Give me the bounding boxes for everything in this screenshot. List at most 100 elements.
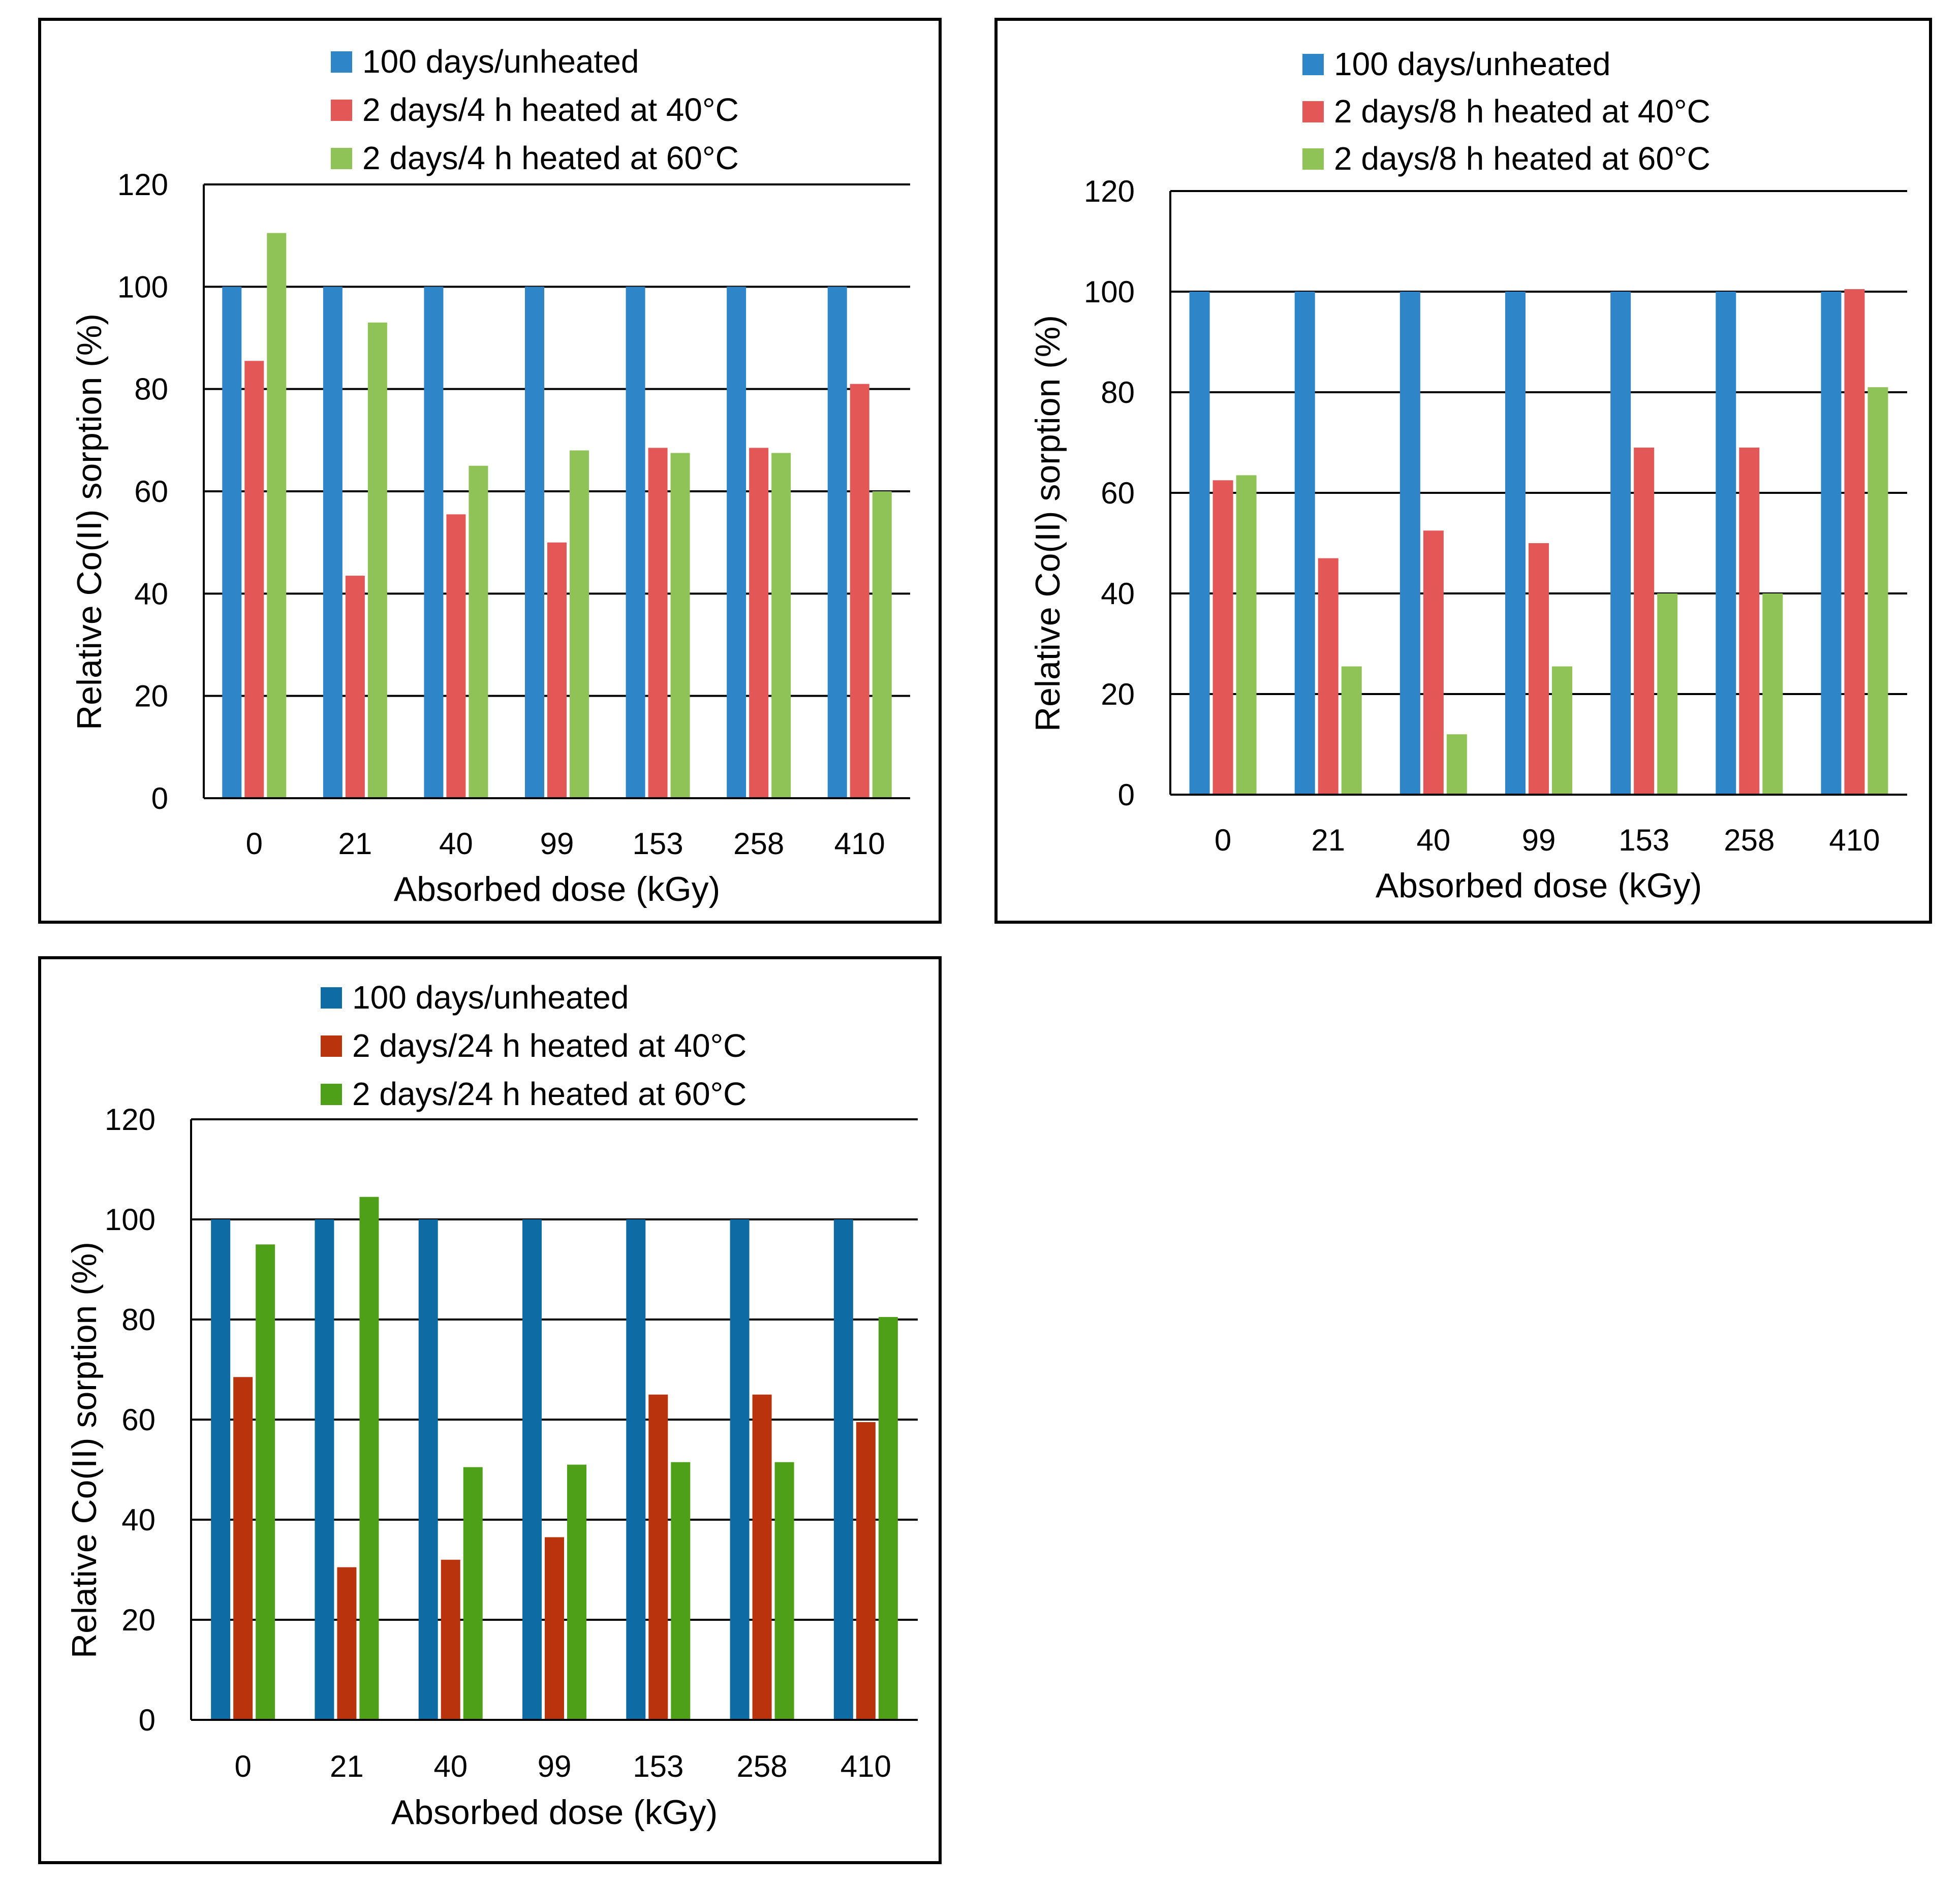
y-axis-title: Relative Co(II) sorption (%) <box>65 1242 104 1658</box>
x-tick-label: 258 <box>737 1749 788 1783</box>
x-tick-label: 40 <box>439 827 473 861</box>
bar-2-258 <box>752 1394 772 1720</box>
legend-label: 100 days/unheated <box>1334 46 1610 82</box>
x-tick-label: 153 <box>633 1749 683 1783</box>
legend-swatch <box>321 987 342 1009</box>
bar-3-258 <box>1762 593 1783 795</box>
bar-1-410 <box>1821 292 1842 795</box>
bar-3-99 <box>1552 666 1572 795</box>
x-tick-label: 0 <box>246 827 263 861</box>
x-tick-label: 153 <box>633 827 683 861</box>
bar-3-153 <box>670 453 690 798</box>
bar-2-40 <box>446 514 466 798</box>
bar-2-0 <box>233 1377 253 1720</box>
x-tick-label: 410 <box>1829 823 1880 857</box>
bar-2-0 <box>244 361 264 798</box>
bar-3-40 <box>463 1467 483 1720</box>
bar-2-99 <box>547 542 567 798</box>
x-tick-label: 410 <box>841 1749 891 1783</box>
x-tick-label: 0 <box>1215 823 1231 857</box>
bar-3-0 <box>256 1244 275 1720</box>
legend-label: 100 days/unheated <box>352 979 629 1016</box>
bar-2-40 <box>441 1559 460 1720</box>
y-tick-label: 100 <box>117 270 168 304</box>
x-tick-label: 21 <box>1311 823 1345 857</box>
x-tick-label: 153 <box>1619 823 1669 857</box>
y-tick-label: 100 <box>105 1203 155 1237</box>
bar-2-21 <box>1318 558 1339 795</box>
y-tick-label: 0 <box>139 1703 155 1737</box>
bar-1-153 <box>1610 292 1631 795</box>
legend-swatch <box>331 148 352 169</box>
y-tick-label: 0 <box>151 781 168 815</box>
bar-3-410 <box>1868 387 1888 795</box>
legend-swatch <box>1302 54 1324 75</box>
x-tick-label: 21 <box>330 1749 364 1783</box>
bar-2-153 <box>648 1394 668 1720</box>
bar-1-0 <box>1189 292 1210 795</box>
bar-1-99 <box>1505 292 1526 795</box>
bar-2-153 <box>648 448 668 798</box>
chart-panel-1: 0 20 40 60 80 100 120 0 21 40 99 153 258 410 Absorbed … <box>38 18 942 924</box>
bar-2-410 <box>850 384 869 798</box>
bar-1-21 <box>323 287 343 798</box>
bar-1-410 <box>827 287 847 798</box>
bar-1-258 <box>727 287 746 798</box>
chart-panel-3: 0 20 40 60 80 100 120 0 21 40 99 153 258 410 Absorbed … <box>38 956 942 1864</box>
y-tick-label: 60 <box>121 1403 155 1437</box>
x-axis-title: Absorbed dose (kGy) <box>1376 866 1702 905</box>
y-tick-label: 100 <box>1084 275 1135 309</box>
chart-3-svg: 0 20 40 60 80 100 120 0 21 40 99 153 258 410 Absorbed … <box>65 979 918 1832</box>
bar-2-21 <box>337 1567 357 1720</box>
y-tick-label: 120 <box>117 168 168 202</box>
bar-3-153 <box>671 1462 691 1720</box>
bar-3-99 <box>567 1464 586 1720</box>
bar-2-410 <box>1844 289 1865 795</box>
bar-2-40 <box>1423 530 1444 795</box>
legend-label: 2 days/4 h heated at 60°C <box>362 140 739 176</box>
bar-2-99 <box>545 1537 564 1720</box>
bar-2-258 <box>1739 447 1760 795</box>
legend-swatch <box>331 100 352 121</box>
bar-3-99 <box>570 450 589 798</box>
bar-2-153 <box>1634 447 1655 795</box>
x-tick-label: 258 <box>733 827 784 861</box>
y-tick-label: 80 <box>121 1303 155 1337</box>
y-tick-label: 60 <box>134 475 168 509</box>
y-tick-label: 120 <box>1084 174 1135 208</box>
y-tick-label: 60 <box>1101 476 1135 510</box>
bar-3-258 <box>771 453 791 798</box>
bar-1-40 <box>1399 292 1420 795</box>
x-tick-label: 21 <box>338 827 372 861</box>
legend-swatch <box>1302 101 1324 122</box>
bar-1-99 <box>525 287 544 798</box>
y-tick-label: 20 <box>121 1603 155 1637</box>
x-tick-label: 99 <box>1522 823 1556 857</box>
y-tick-label: 0 <box>1118 778 1135 812</box>
y-tick-label: 40 <box>134 577 168 611</box>
legend-label: 2 days/8 h heated at 40°C <box>1334 93 1710 130</box>
bar-1-0 <box>222 287 242 798</box>
legend-label: 2 days/24 h heated at 60°C <box>352 1076 746 1112</box>
bar-3-21 <box>1341 666 1362 795</box>
y-tick-label: 80 <box>1101 375 1135 410</box>
bar-3-40 <box>1446 734 1467 795</box>
y-tick-label: 20 <box>134 679 168 713</box>
x-tick-label: 0 <box>234 1749 251 1783</box>
x-axis-title: Absorbed dose (kGy) <box>391 1793 718 1832</box>
y-tick-label: 80 <box>134 372 168 406</box>
bar-1-153 <box>626 287 645 798</box>
bar-3-0 <box>267 233 287 799</box>
legend-swatch <box>321 1035 342 1057</box>
legend-label: 2 days/24 h heated at 40°C <box>352 1027 746 1064</box>
bar-2-410 <box>856 1422 876 1720</box>
legend-swatch <box>331 51 352 73</box>
bar-3-21 <box>367 322 387 798</box>
bar-3-410 <box>872 491 892 798</box>
bar-1-21 <box>1294 292 1315 795</box>
chart-panel-2: 0 20 40 60 80 100 120 0 21 40 99 153 258 410 Absorbed … <box>994 18 1932 924</box>
bar-3-153 <box>1657 593 1678 795</box>
bar-2-0 <box>1212 480 1233 795</box>
bar-3-410 <box>878 1317 898 1720</box>
y-axis-title: Relative Co(II) sorption (%) <box>1029 315 1067 732</box>
